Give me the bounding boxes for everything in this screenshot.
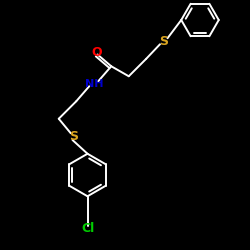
Text: S: S [159,35,168,48]
Text: O: O [91,46,102,59]
Text: Cl: Cl [81,222,94,235]
Text: NH: NH [84,79,103,89]
Text: S: S [69,130,78,143]
